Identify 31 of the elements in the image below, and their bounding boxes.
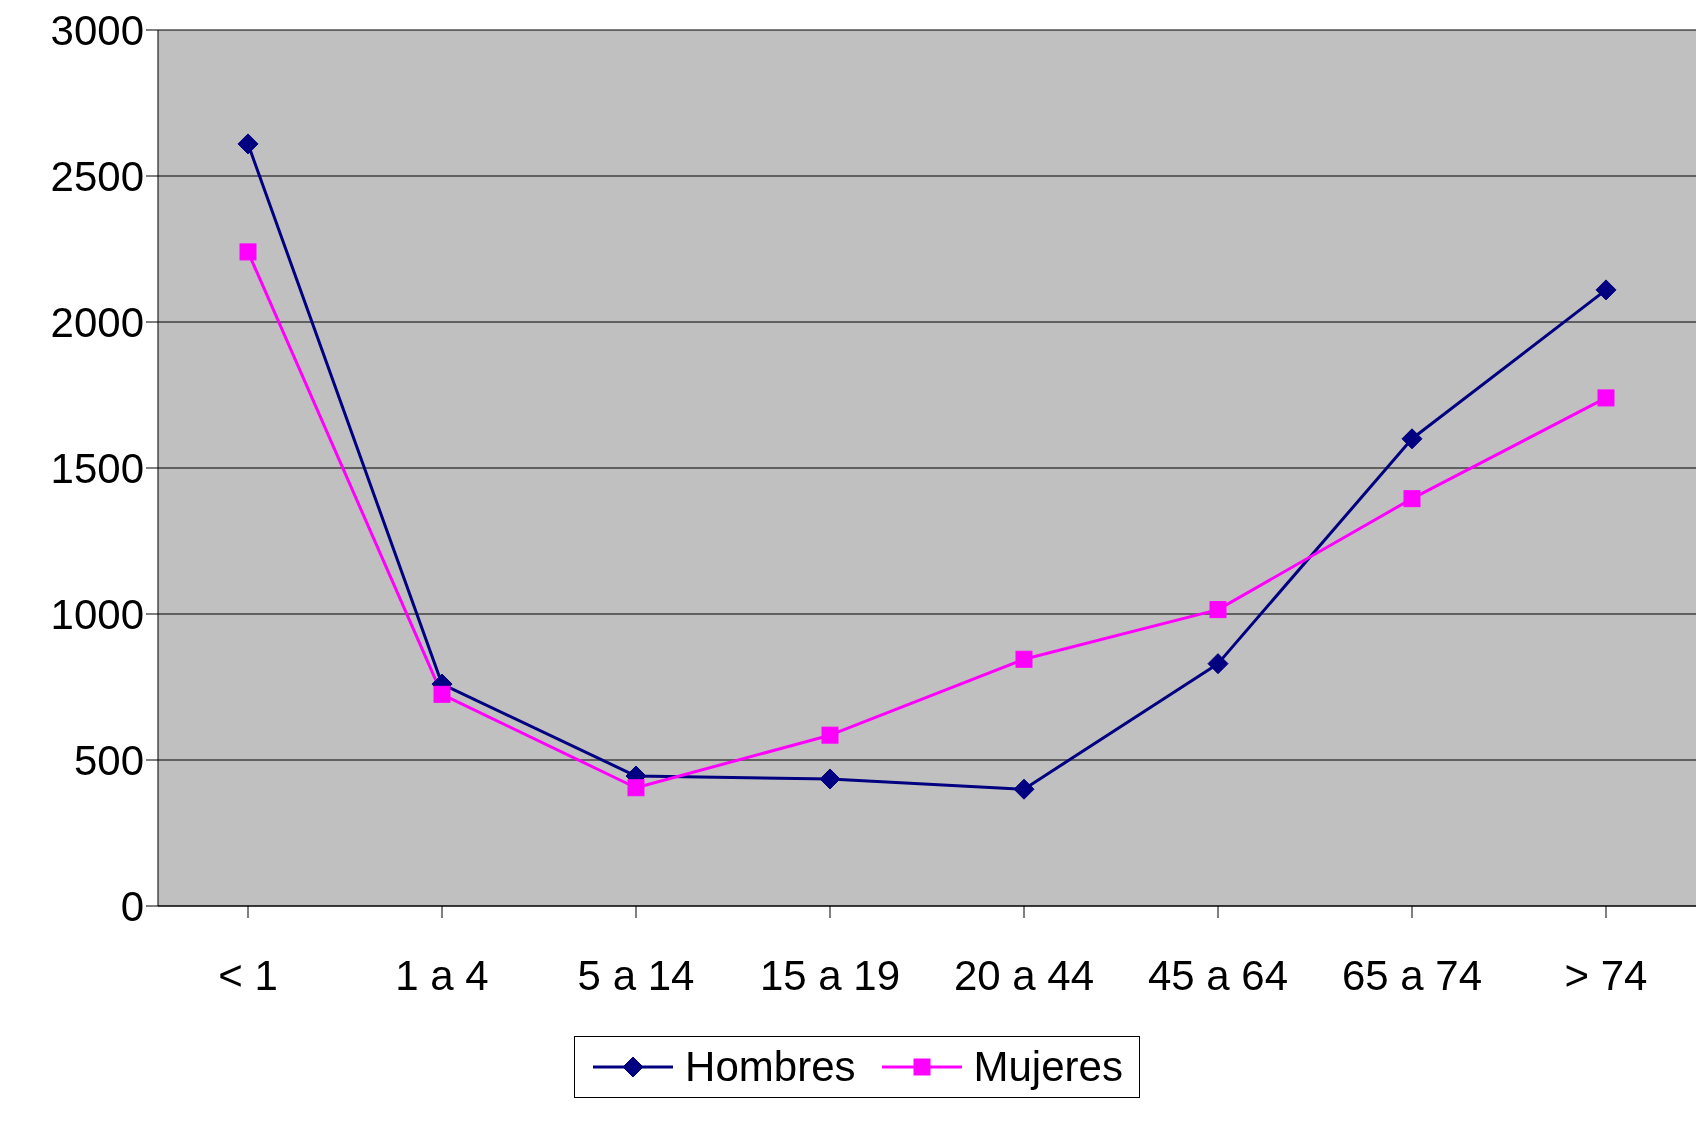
point [627,779,645,797]
y-tick-label: 1000 [50,590,144,638]
point [237,133,259,155]
x-tick-label: 15 a 19 [759,951,901,999]
point [821,726,839,744]
point [1595,279,1617,301]
point [819,768,841,790]
x-tick-label: 65 a 74 [1341,951,1483,999]
y-tick-label: 1500 [50,444,144,492]
point [1015,650,1033,668]
point [1401,428,1423,450]
y-tick-label: 2500 [50,152,144,200]
x-tick-label: 20 a 44 [953,951,1095,999]
point [1597,389,1615,407]
y-tick-label: 3000 [50,6,144,54]
point [1207,653,1229,675]
x-tick-label: 1 a 4 [395,951,489,999]
legend-label: Hombres [685,1043,856,1091]
point [239,243,257,261]
x-tick-label: < 1 [218,951,278,999]
point [433,685,451,703]
point [1013,778,1035,800]
y-tick-label: 500 [73,736,144,784]
point [1403,490,1421,508]
point [1209,601,1227,619]
x-tick-label: > 74 [1564,951,1648,999]
x-tick-label: 45 a 64 [1147,951,1289,999]
y-tick-label: 0 [120,882,144,930]
x-tick-label: 5 a 14 [577,951,695,999]
legend-label: Mujeres [973,1043,1123,1091]
y-tick-label: 2000 [50,298,144,346]
